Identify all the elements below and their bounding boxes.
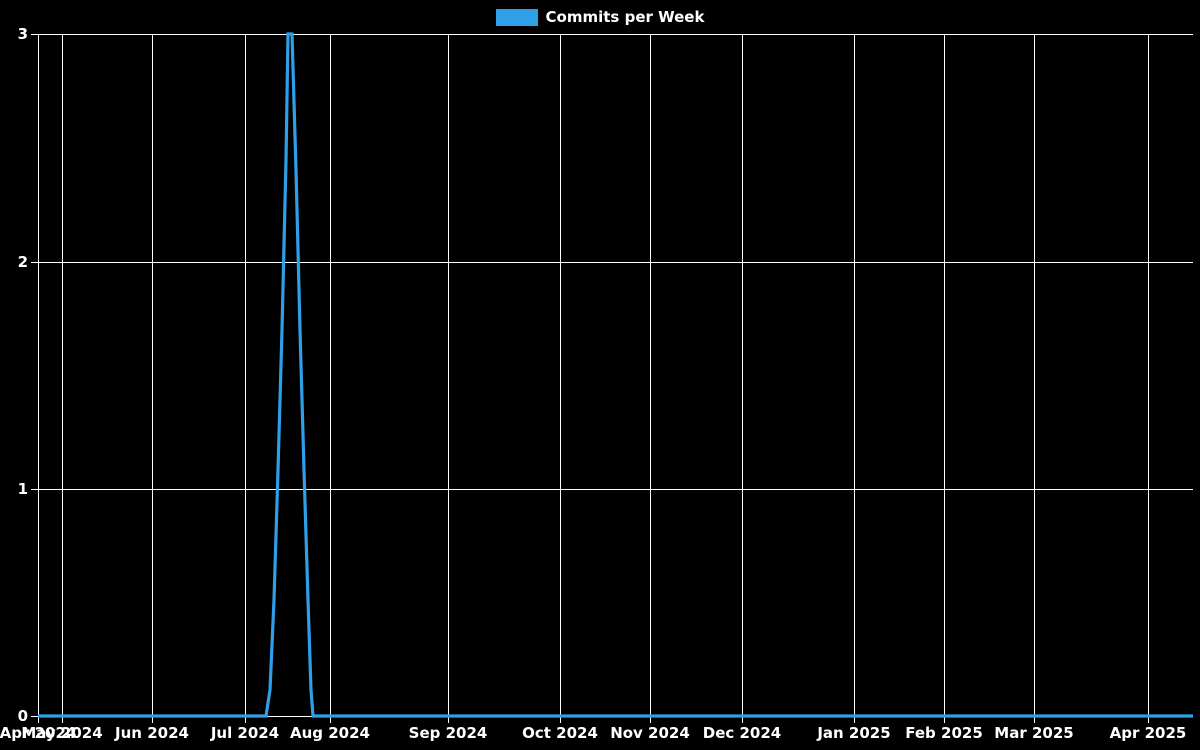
y-tick-label-3: 3 [17,25,28,43]
gridline-y-2 [38,262,1193,263]
y-tick-mark-0 [31,716,38,717]
y-tick-label-0: 0 [17,707,28,725]
gridline-x-jul-2024 [245,34,246,716]
x-tick-mark-mar-2025 [1034,716,1035,723]
x-tick-mark-apr-2025 [1148,716,1149,723]
x-tick-label-feb-2025: Feb 2025 [905,724,983,742]
y-tick-mark-2 [31,262,38,263]
x-tick-label-apr-2024: Apr 2024 [0,724,77,742]
x-tick-mark-apr-2024 [38,716,39,723]
gridline-x-dec-2024 [742,34,743,716]
gridline-x-nov-2024 [650,34,651,716]
x-tick-mark-nov-2024 [650,716,651,723]
x-tick-mark-jul-2024 [245,716,246,723]
gridline-x-sep-2024 [448,34,449,716]
gridline-x-mar-2025 [1034,34,1035,716]
x-tick-label-jul-2024: Jul 2024 [210,724,280,742]
x-tick-label-jun-2024: Jun 2024 [115,724,189,742]
x-tick-label-jan-2025: Jan 2025 [817,724,891,742]
x-tick-mark-jun-2024 [152,716,153,723]
x-tick-label-aug-2024: Aug 2024 [290,724,370,742]
x-tick-mark-sep-2024 [448,716,449,723]
gridline-y-3 [38,34,1193,35]
gridline-y-0 [38,716,1193,717]
y-tick-label-2: 2 [17,253,28,271]
plot-area [38,34,1193,717]
y-tick-mark-3 [31,34,38,35]
x-tick-label-mar-2025: Mar 2025 [994,724,1074,742]
legend-label: Commits per Week [545,7,705,26]
chart-legend: Commits per Week [0,0,1200,34]
gridline-x-may-2024 [62,34,63,716]
gridline-y-1 [38,489,1193,490]
gridline-x-oct-2024 [560,34,561,716]
gridline-x-jan-2025 [854,34,855,716]
gridline-x-apr-2025 [1148,34,1149,716]
x-tick-mark-feb-2025 [944,716,945,723]
gridline-x-aug-2024 [330,34,331,716]
legend-swatch-icon [495,8,538,26]
x-tick-label-apr-2025: Apr 2025 [1109,724,1187,742]
gridline-x-jun-2024 [152,34,153,716]
x-tick-mark-oct-2024 [560,716,561,723]
y-tick-label-1: 1 [17,480,28,498]
x-tick-label-nov-2024: Nov 2024 [610,724,690,742]
x-tick-mark-aug-2024 [330,716,331,723]
x-tick-mark-may-2024 [62,716,63,723]
gridline-x-apr-2024 [38,34,39,716]
legend-entry-commits-per-week: Commits per Week [495,7,705,26]
y-tick-mark-1 [31,489,38,490]
x-tick-mark-dec-2024 [742,716,743,723]
x-tick-label-dec-2024: Dec 2024 [702,724,782,742]
gridline-x-feb-2025 [944,34,945,716]
x-tick-label-oct-2024: Oct 2024 [522,724,598,742]
x-tick-mark-jan-2025 [854,716,855,723]
x-tick-label-may-2024: May 2024 [21,724,103,742]
x-tick-label-sep-2024: Sep 2024 [408,724,488,742]
